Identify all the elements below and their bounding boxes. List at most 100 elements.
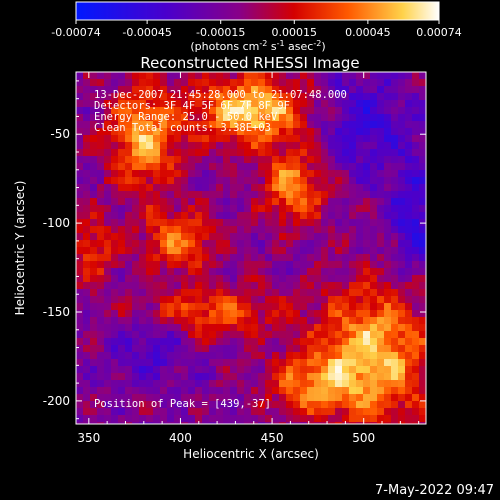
heatmap-cell: [328, 296, 335, 303]
heatmap-cell: [90, 373, 97, 380]
colorbar-tick-label: -0.00074: [51, 26, 100, 39]
heatmap-cell: [405, 415, 412, 422]
heatmap-cell: [160, 205, 167, 212]
heatmap-cell: [377, 240, 384, 247]
heatmap-cell: [244, 114, 251, 121]
heatmap-cell: [118, 296, 125, 303]
heatmap-cell: [391, 247, 398, 254]
heatmap-cell: [391, 226, 398, 233]
heatmap-cell: [370, 275, 377, 282]
heatmap-cell: [97, 247, 104, 254]
heatmap-cell: [307, 170, 314, 177]
heatmap-cell: [139, 366, 146, 373]
heatmap-cell: [209, 275, 216, 282]
heatmap-cell: [167, 184, 174, 191]
heatmap-cell: [321, 345, 328, 352]
heatmap-cell: [286, 303, 293, 310]
heatmap-cell: [412, 317, 419, 324]
heatmap-cell: [328, 170, 335, 177]
heatmap-cell: [405, 100, 412, 107]
heatmap-cell: [391, 310, 398, 317]
heatmap-cell: [118, 233, 125, 240]
heatmap-cell: [76, 240, 83, 247]
heatmap-cell: [279, 121, 286, 128]
heatmap-cell: [167, 352, 174, 359]
heatmap-cell: [279, 366, 286, 373]
heatmap-cell: [195, 331, 202, 338]
heatmap-cell: [111, 303, 118, 310]
heatmap-cell: [76, 170, 83, 177]
heatmap-cell: [328, 226, 335, 233]
heatmap-cell: [209, 331, 216, 338]
heatmap-cell: [146, 261, 153, 268]
heatmap-cell: [363, 408, 370, 415]
heatmap-cell: [97, 177, 104, 184]
heatmap-cell: [104, 198, 111, 205]
heatmap-cell: [384, 275, 391, 282]
heatmap-cell: [405, 338, 412, 345]
heatmap-cell: [314, 163, 321, 170]
heatmap-cell: [398, 317, 405, 324]
heatmap-cell: [307, 100, 314, 107]
heatmap-cell: [412, 275, 419, 282]
heatmap-cell: [118, 352, 125, 359]
heatmap-cell: [300, 72, 307, 79]
heatmap-cell: [230, 310, 237, 317]
heatmap-cell: [363, 296, 370, 303]
heatmap-cell: [321, 79, 328, 86]
heatmap-cell: [307, 373, 314, 380]
heatmap-cell: [237, 107, 244, 114]
heatmap-cell: [76, 86, 83, 93]
heatmap-cell: [216, 135, 223, 142]
heatmap-cell: [321, 261, 328, 268]
heatmap-cell: [202, 72, 209, 79]
heatmap-cell: [412, 142, 419, 149]
heatmap-cell: [412, 149, 419, 156]
heatmap-cell: [335, 415, 342, 422]
heatmap-cell: [370, 128, 377, 135]
heatmap-cell: [384, 359, 391, 366]
heatmap-cell: [202, 303, 209, 310]
heatmap-cell: [307, 338, 314, 345]
heatmap-cell: [146, 338, 153, 345]
heatmap-cell: [216, 324, 223, 331]
heatmap-cell: [118, 135, 125, 142]
heatmap-cell: [139, 275, 146, 282]
heatmap-cell: [286, 233, 293, 240]
heatmap-cell: [104, 205, 111, 212]
heatmap-cell: [251, 275, 258, 282]
heatmap-cell: [111, 268, 118, 275]
heatmap-cell: [419, 289, 426, 296]
heatmap-cell: [272, 191, 279, 198]
heatmap-cell: [391, 373, 398, 380]
heatmap-cell: [377, 261, 384, 268]
heatmap-cell: [160, 79, 167, 86]
heatmap-cell: [258, 184, 265, 191]
heatmap-cell: [209, 387, 216, 394]
heatmap-cell: [293, 177, 300, 184]
heatmap-cell: [167, 79, 174, 86]
heatmap-cell: [412, 394, 419, 401]
heatmap-cell: [349, 380, 356, 387]
heatmap-cell: [405, 324, 412, 331]
heatmap-cell: [195, 268, 202, 275]
heatmap-cell: [125, 303, 132, 310]
heatmap-cell: [272, 415, 279, 422]
heatmap-cell: [398, 170, 405, 177]
heatmap-cell: [118, 205, 125, 212]
heatmap-cell: [335, 156, 342, 163]
heatmap-cell: [104, 387, 111, 394]
heatmap-cell: [377, 345, 384, 352]
heatmap-cell: [377, 422, 384, 424]
heatmap-cell: [265, 415, 272, 422]
heatmap-cell: [349, 240, 356, 247]
heatmap-cell: [244, 254, 251, 261]
heatmap-cell: [272, 296, 279, 303]
heatmap-cell: [237, 338, 244, 345]
heatmap-cell: [258, 289, 265, 296]
heatmap-cell: [258, 170, 265, 177]
heatmap-cell: [398, 310, 405, 317]
heatmap-cell: [419, 212, 426, 219]
heatmap-cell: [223, 170, 230, 177]
heatmap-cell: [335, 163, 342, 170]
